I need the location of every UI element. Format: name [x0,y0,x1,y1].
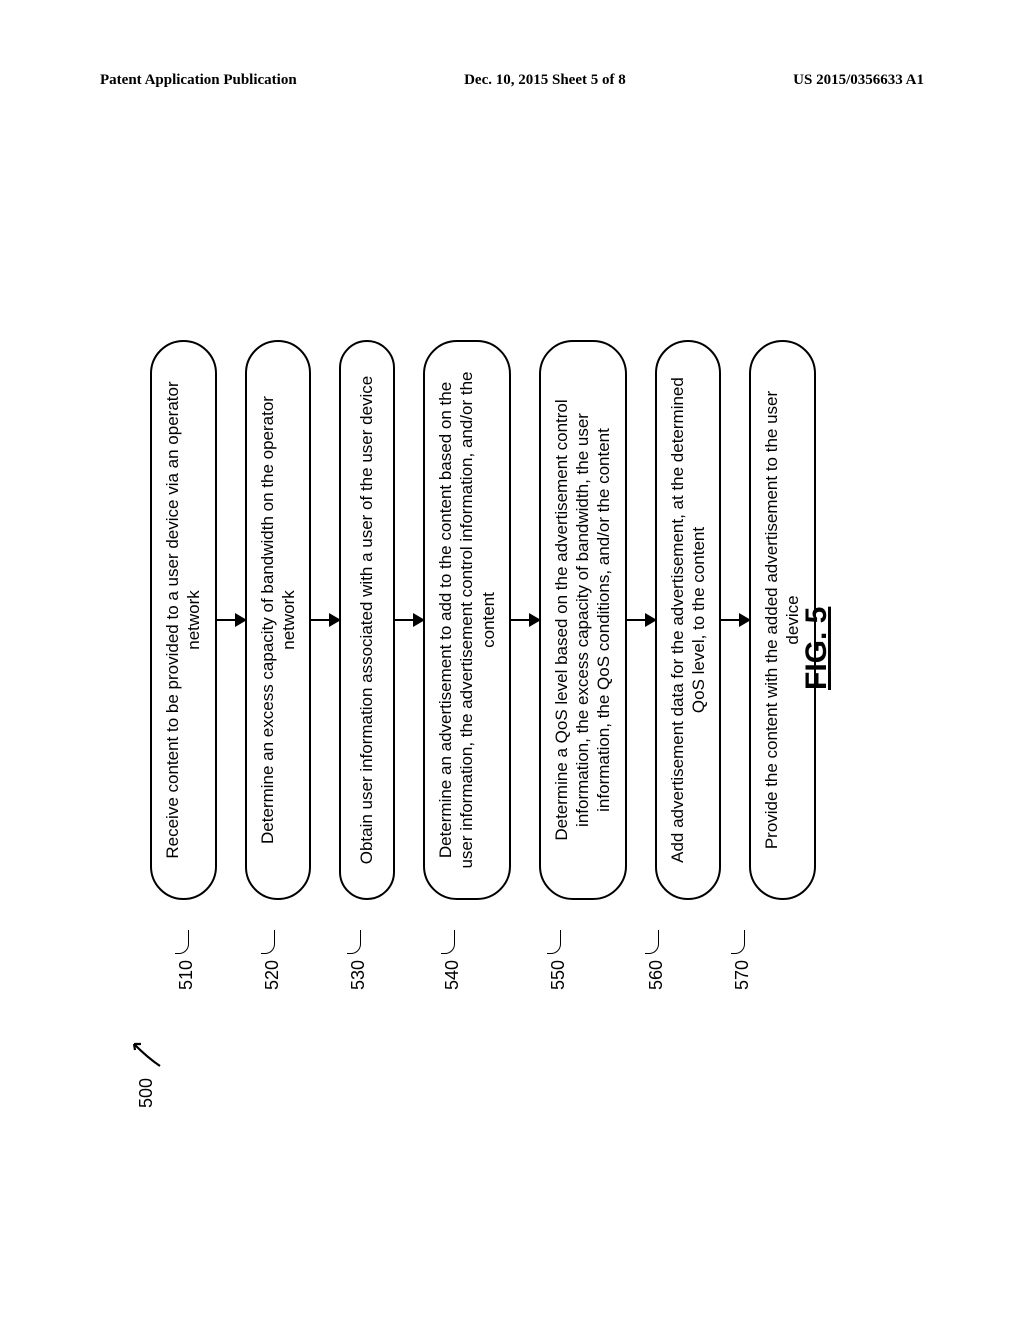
step-text: Provide the content with the added adver… [761,368,804,872]
step-text: Receive content to be provided to a user… [162,368,205,872]
step-ref-510: 510 [176,960,197,990]
step-530: Obtain user information associated with … [339,340,395,900]
step-text: Determine an advertisement to add to the… [435,368,499,872]
figure-canvas: 500 Receive content to be provided to a … [130,240,870,1200]
step-text: Obtain user information associated with … [356,376,377,865]
step-560: Add advertisement data for the advertise… [655,340,722,900]
tie-line [547,930,561,954]
tie-line [731,930,745,954]
step-540: Determine an advertisement to add to the… [423,340,511,900]
step-text: Determine a QoS level based on the adver… [551,368,615,872]
tie-line [441,930,455,954]
flow-id-arrow-icon [126,1032,166,1072]
header-center: Dec. 10, 2015 Sheet 5 of 8 [464,72,626,89]
step-ref-550: 550 [548,960,569,990]
page-header: Patent Application Publication Dec. 10, … [0,72,1024,89]
step-ref-540: 540 [442,960,463,990]
figure-frame: 500 Receive content to be provided to a … [0,140,1024,1240]
step-520: Determine an excess capacity of bandwidt… [245,340,312,900]
figure-caption: FIG. 5 [800,607,834,690]
header-left: Patent Application Publication [100,72,297,89]
step-550: Determine a QoS level based on the adver… [539,340,627,900]
flow-id-label: 500 [136,1078,157,1108]
step-ref-530: 530 [348,960,369,990]
step-ref-560: 560 [646,960,667,990]
tie-line [261,930,275,954]
step-ref-570: 570 [732,960,753,990]
flowchart: Receive content to be provided to a user… [150,300,816,940]
tie-line [347,930,361,954]
step-text: Determine an excess capacity of bandwidt… [257,368,300,872]
step-ref-520: 520 [262,960,283,990]
tie-line [175,930,189,954]
tie-line [645,930,659,954]
header-right: US 2015/0356633 A1 [793,72,924,89]
step-510: Receive content to be provided to a user… [150,340,217,900]
step-text: Add advertisement data for the advertise… [667,368,710,872]
